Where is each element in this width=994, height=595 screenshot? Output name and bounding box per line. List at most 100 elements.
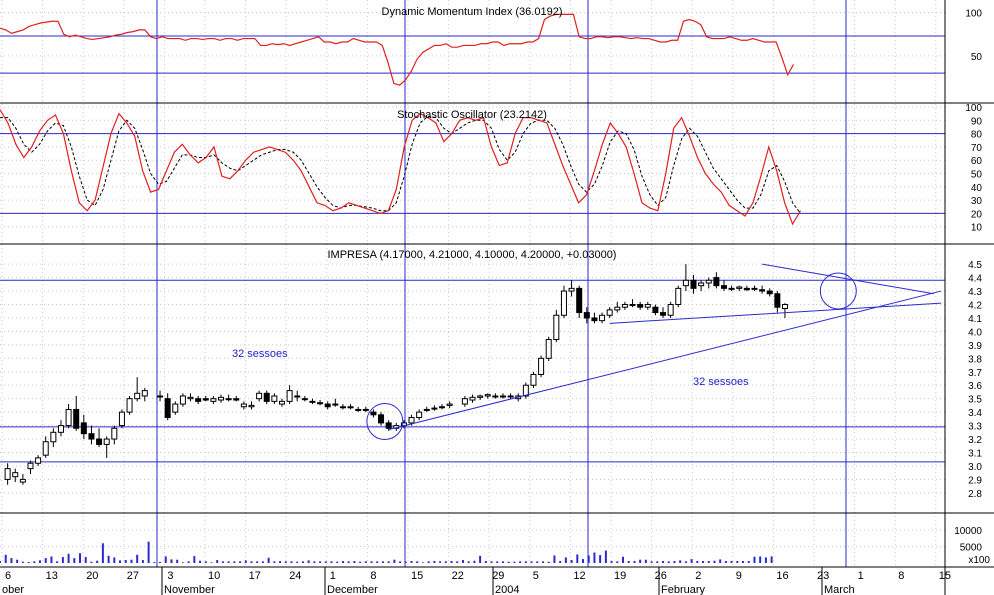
y-tick-label: 10 [971, 223, 983, 234]
y-tick-label: 3.9 [968, 341, 982, 352]
y-tick-label: 2.9 [968, 475, 982, 486]
reference-lines [0, 0, 945, 567]
candle [233, 398, 240, 401]
candle [705, 279, 712, 284]
x-month-label: 2004 [495, 584, 519, 595]
candle [507, 395, 514, 398]
x-month-label: November [164, 584, 215, 595]
candle [50, 431, 57, 443]
candle [362, 408, 369, 411]
y-tick-label: 30 [971, 196, 983, 207]
candle [499, 395, 506, 398]
x-tick-label: 17 [249, 570, 261, 582]
candle [12, 472, 19, 478]
x-month-label: December [327, 584, 378, 595]
trendline [388, 290, 942, 431]
candle [675, 287, 682, 306]
candle [179, 395, 186, 405]
candle [210, 398, 217, 402]
y-tick-label: 70 [971, 143, 983, 154]
y-axes: 50 100 10 20 30 40 50 60 70 80 90 100 2.8 2.9 3.0 3.1 3.… [954, 9, 982, 554]
candle [599, 314, 606, 322]
x-month-label: March [824, 584, 855, 595]
candle [751, 287, 758, 290]
candle [111, 427, 118, 440]
candle [278, 400, 285, 405]
candle [157, 395, 164, 398]
trendline [762, 263, 934, 295]
y-tick-label: 4.3 [968, 287, 982, 298]
candle [698, 282, 705, 287]
candle [294, 395, 301, 398]
candle [606, 309, 613, 316]
y-tick-label: 20 [971, 209, 983, 220]
candle [347, 406, 354, 409]
y-tick-label: 3.7 [968, 368, 982, 379]
candle [736, 286, 743, 289]
candle [240, 403, 247, 408]
candle [591, 317, 598, 322]
price-panel [4, 263, 942, 485]
candle [172, 403, 179, 413]
dmi-line [0, 13, 795, 86]
candle [339, 406, 346, 409]
x-tick-label: 13 [46, 570, 58, 582]
candle [416, 411, 423, 419]
x-month-label: ober [2, 584, 24, 595]
candle [576, 287, 583, 314]
candle [370, 411, 377, 416]
y-tick-label: 40 [971, 183, 983, 194]
candle [774, 293, 781, 308]
y-tick-label: 3.8 [968, 354, 982, 365]
candle [545, 338, 552, 359]
candle [355, 408, 362, 411]
candle [225, 398, 232, 401]
stochastic-title: Stochastic Oscillator (23.2142) [397, 109, 547, 121]
x-tick-label: 29 [492, 570, 504, 582]
stochastic-panel [0, 109, 802, 226]
x-tick-label: 8 [370, 570, 376, 582]
x-tick-label: 2 [695, 570, 701, 582]
candle [126, 398, 133, 413]
y-tick-label: 2.8 [968, 489, 982, 500]
candle [446, 403, 453, 406]
candle [713, 277, 720, 287]
candle [134, 392, 141, 400]
y-tick-label: 4.4 [968, 274, 982, 285]
candle [583, 312, 590, 319]
y-tick-label: 3.5 [968, 395, 982, 406]
x-tick-label: 5 [533, 570, 539, 582]
candle [309, 400, 316, 403]
y-tick-label: 100 [965, 9, 982, 20]
x-tick-label: 20 [86, 570, 98, 582]
candle [73, 408, 80, 429]
x-tick-label: 3 [167, 570, 173, 582]
x-tick-label: 24 [289, 570, 301, 582]
candle [477, 395, 484, 398]
candle [461, 398, 468, 405]
x-tick-label: 8 [898, 570, 904, 582]
candle [644, 304, 651, 308]
x-tick-label: 9 [736, 570, 742, 582]
x-tick-label: 22 [452, 570, 464, 582]
highlight-circle [366, 403, 404, 441]
y-tick-label: 60 [971, 156, 983, 167]
candle [690, 279, 697, 289]
x-tick-label: 12 [573, 570, 585, 582]
y-tick-label: 4.2 [968, 301, 982, 312]
candle [103, 438, 110, 445]
x-tick-label: 19 [614, 570, 626, 582]
candle [439, 406, 446, 409]
x-tick-label: 6 [5, 570, 11, 582]
x-tick-label: 15 [411, 570, 423, 582]
candle [431, 407, 438, 410]
y-tick-label: 3.3 [968, 422, 982, 433]
candle [492, 395, 499, 398]
candle [759, 289, 766, 292]
y-tick-label: 100 [965, 103, 982, 114]
candle [332, 403, 339, 406]
candle [743, 287, 750, 291]
candle [560, 290, 567, 316]
x-tick-label: 27 [127, 570, 139, 582]
x-tick-label: 1 [330, 570, 336, 582]
